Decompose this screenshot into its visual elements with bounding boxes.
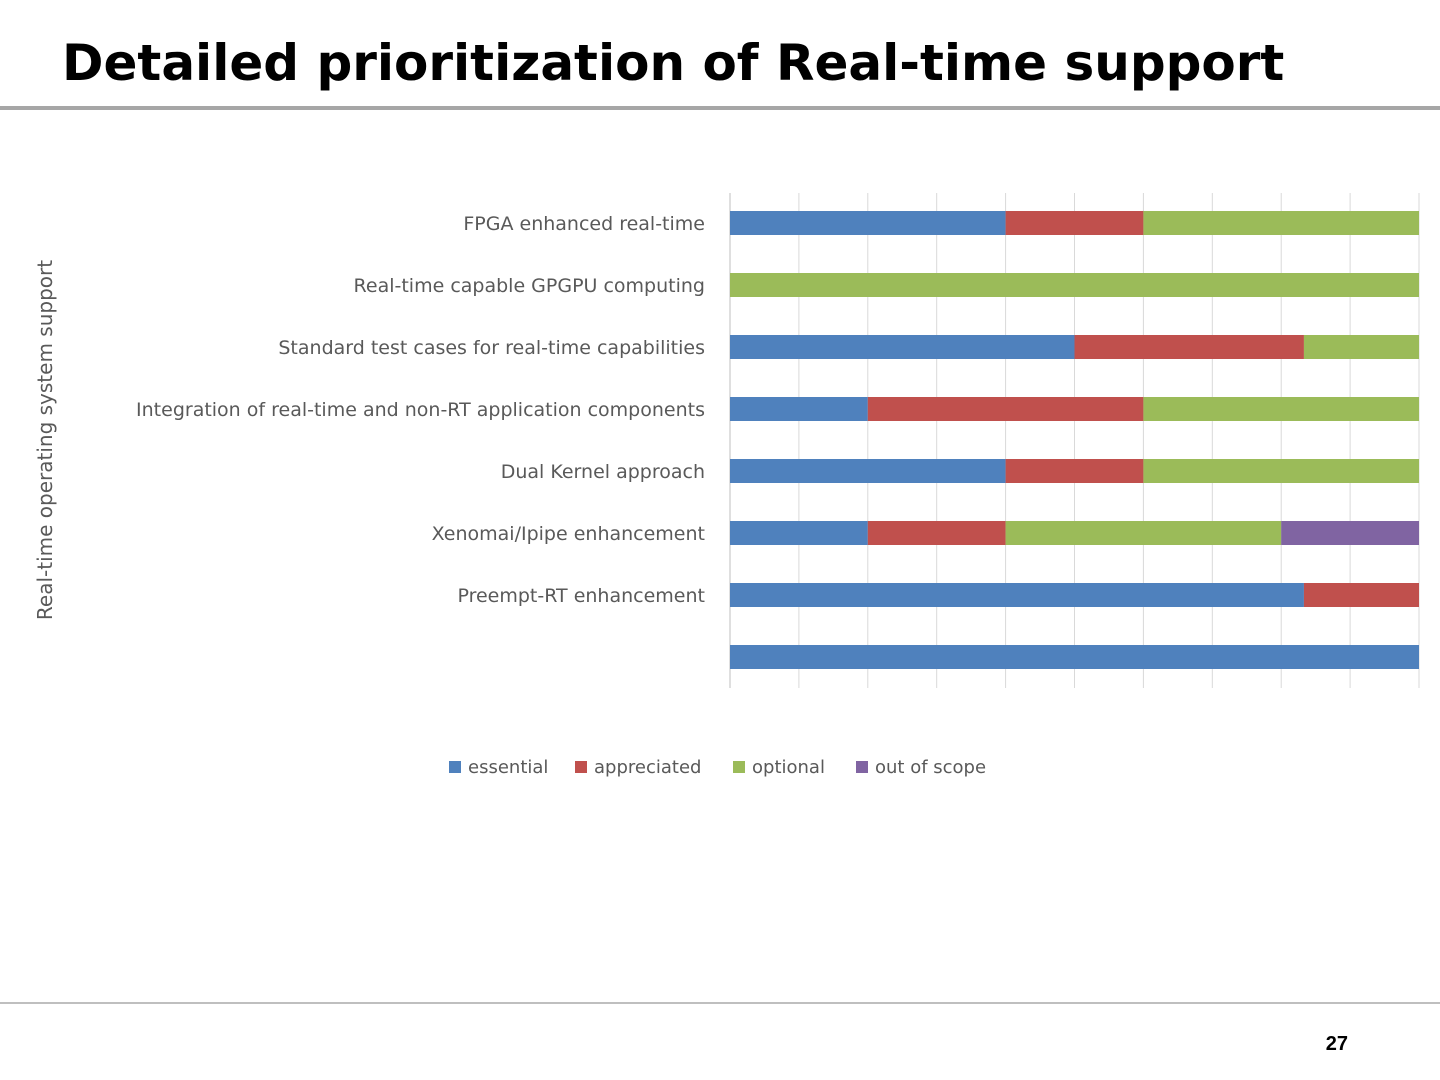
- title-divider: [0, 106, 1440, 110]
- bar-segment-appreciated: [1005, 459, 1144, 483]
- category-label: Real-time capable GPGPU computing: [354, 275, 705, 297]
- footer-divider: [0, 1002, 1440, 1004]
- bar-segment-out-of-scope: [1281, 521, 1419, 545]
- bar-segment-optional: [730, 273, 1419, 297]
- bar-segment-essential: [730, 211, 1006, 235]
- category-label: Dual Kernel approach: [501, 461, 705, 483]
- slide-title: Detailed prioritization of Real-time sup…: [62, 34, 1285, 92]
- bar-segment-appreciated: [867, 397, 1144, 421]
- bar-segment-optional: [1143, 211, 1419, 235]
- legend-swatch: [733, 761, 745, 773]
- bar-segment-optional: [1143, 459, 1419, 483]
- legend-label: out of scope: [875, 757, 986, 778]
- bar-segment-appreciated: [1005, 211, 1144, 235]
- bar-segment-essential: [730, 583, 1304, 607]
- legend-swatch: [856, 761, 868, 773]
- category-label: FPGA enhanced real-time: [463, 213, 705, 235]
- bar-segment-essential: [730, 521, 868, 545]
- bar-segment-essential: [730, 335, 1075, 359]
- stacked-bar-chart: FPGA enhanced real-time Real-time capable…: [136, 193, 1420, 778]
- bar-segment-appreciated: [1303, 583, 1419, 607]
- bar-segment-appreciated: [1074, 335, 1304, 359]
- legend-label: optional: [752, 757, 825, 778]
- legend-swatch: [449, 761, 461, 773]
- bar-segment-appreciated: [867, 521, 1006, 545]
- page-number: 27: [1325, 1033, 1348, 1055]
- category-label: Preempt-RT enhancement: [457, 585, 705, 607]
- legend-label: appreciated: [594, 757, 701, 778]
- legend-swatch: [575, 761, 587, 773]
- category-label: Integration of real-time and non-RT appl…: [136, 399, 705, 421]
- bar-segment-essential: [730, 459, 1006, 483]
- bar-segment-essential: [730, 645, 1419, 669]
- bar-segment-optional: [1005, 521, 1282, 545]
- legend-label: essential: [468, 757, 548, 778]
- category-label: Xenomai/Ipipe enhancement: [432, 523, 705, 545]
- category-label: Standard test cases for real-time capabi…: [278, 337, 705, 359]
- bar-segment-optional: [1143, 397, 1419, 421]
- bar-segment-optional: [1303, 335, 1419, 359]
- bar-segment-essential: [730, 397, 868, 421]
